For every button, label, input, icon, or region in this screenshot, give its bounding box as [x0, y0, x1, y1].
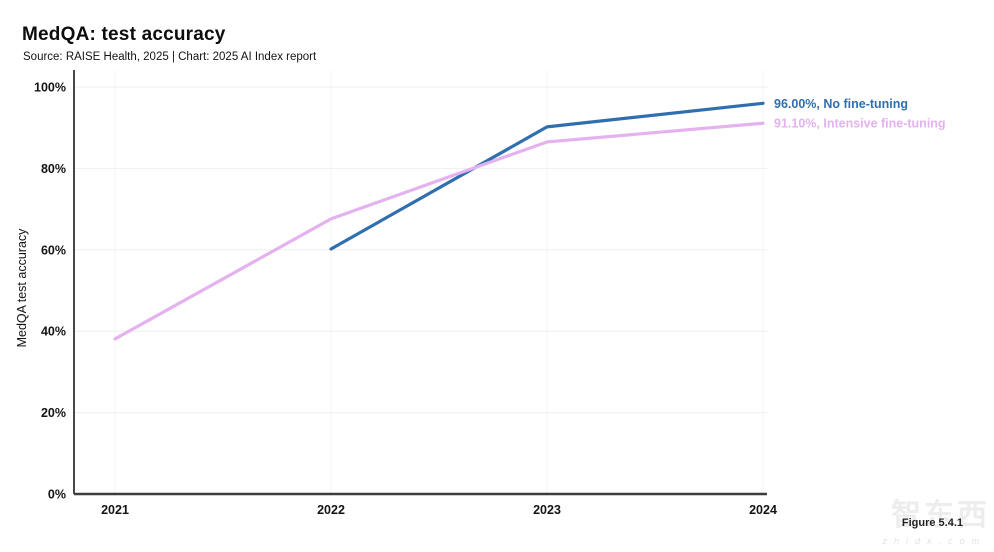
y-tick-label: 80%: [41, 162, 66, 176]
chart-title: MedQA: test accuracy: [22, 24, 226, 45]
x-tick-label: 2024: [749, 503, 777, 517]
chart-source-note: Source: RAISE Health, 2025 | Chart: 2025…: [23, 51, 317, 63]
x-tick-label: 2023: [533, 503, 561, 517]
series-end-label-no-fine-tuning: 96.00%, No fine-tuning: [774, 97, 908, 111]
y-tick-label: 100%: [34, 81, 66, 95]
series-line-intensive-fine-tuning: [113, 121, 765, 341]
y-tick-label: 60%: [41, 243, 66, 257]
series-end-label-intensive-fine-tuning: 91.10%, Intensive fine-tuning: [774, 117, 946, 131]
y-tick-label: 40%: [41, 325, 66, 339]
figure-number-label: Figure 5.4.1: [901, 517, 963, 529]
x-tick-label: 2022: [317, 503, 345, 517]
x-tick-label: 2021: [101, 503, 129, 517]
series-line-no-fine-tuning: [329, 101, 765, 251]
y-tick-label: 0%: [48, 488, 66, 502]
watermark: 智东西 zhidx.com: [844, 490, 994, 546]
watermark-domain-text: zhidx.com: [882, 536, 986, 546]
watermark-logo-text: 智东西: [891, 499, 990, 532]
y-tick-label: 20%: [41, 406, 66, 420]
